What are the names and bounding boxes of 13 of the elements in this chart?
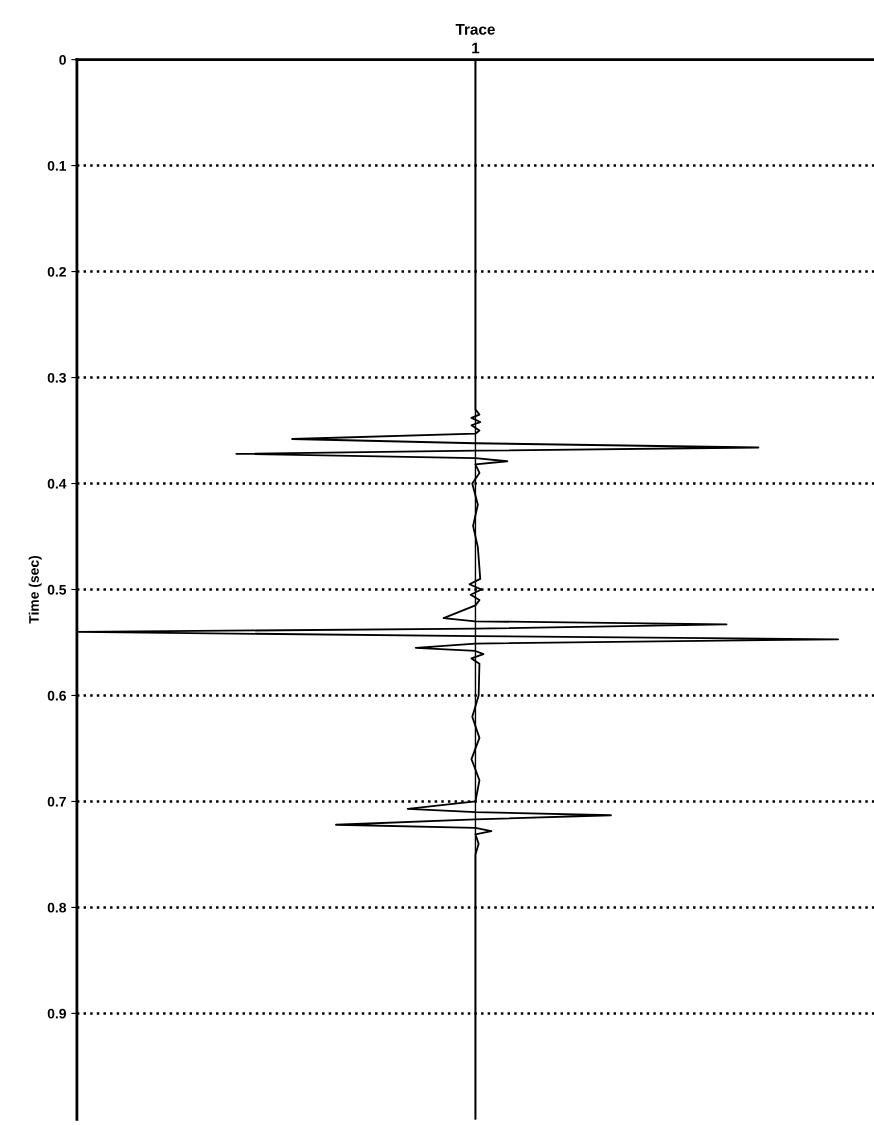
y-tick-label: 0.5 xyxy=(47,584,67,595)
y-tick-label: 0.4 xyxy=(47,478,67,489)
y-tick-label: 0.9 xyxy=(47,1008,66,1019)
x-axis-title: Trace xyxy=(455,24,495,35)
y-tick-label: 0.3 xyxy=(47,372,66,383)
y-tick-label: 0.2 xyxy=(47,266,66,277)
y-tick-label: 0.8 xyxy=(47,902,67,913)
y-tick-label: 0.7 xyxy=(47,796,66,807)
y-tick-label: 0.6 xyxy=(47,690,66,701)
y-tick-label: 0.1 xyxy=(47,160,67,171)
y-axis-title: Time (sec) xyxy=(28,555,42,624)
series-label: 1 xyxy=(472,42,480,54)
y-tick-label: 0 xyxy=(59,54,66,65)
